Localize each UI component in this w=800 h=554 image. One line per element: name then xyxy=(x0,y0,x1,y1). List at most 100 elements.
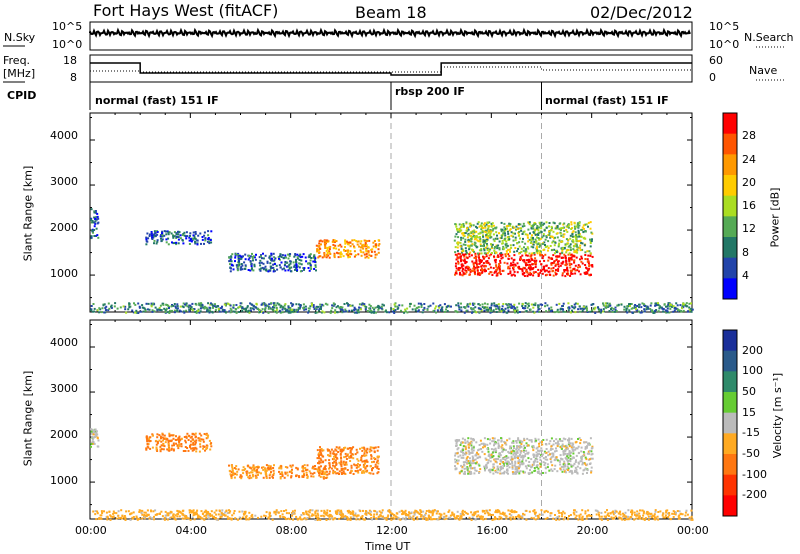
power-point xyxy=(614,309,617,311)
velocity-point xyxy=(467,441,470,444)
power-point xyxy=(486,247,489,250)
power-point xyxy=(362,243,365,246)
power-point xyxy=(230,267,232,270)
velocity-point xyxy=(586,472,588,474)
velocity-point xyxy=(570,457,573,460)
power-point xyxy=(275,307,278,309)
power-point xyxy=(526,236,529,239)
velocity-point xyxy=(94,436,96,438)
velocity-point xyxy=(281,513,284,516)
velocity-point xyxy=(248,511,251,514)
velocity-point xyxy=(305,471,308,474)
power-point xyxy=(529,232,531,235)
velocity-point xyxy=(350,454,352,457)
velocity-point xyxy=(312,475,315,478)
velocity-point xyxy=(517,437,520,440)
velocity-point xyxy=(580,446,583,449)
velocity-point xyxy=(339,450,342,452)
velocity-point xyxy=(374,463,377,466)
power-point xyxy=(343,303,346,305)
velocity-point xyxy=(504,461,507,464)
velocity-point xyxy=(92,436,95,439)
velocity-point xyxy=(178,435,181,438)
power-point xyxy=(566,242,569,245)
power-point xyxy=(490,243,492,246)
velocity-point xyxy=(288,470,291,473)
velocity-point xyxy=(489,471,492,474)
velocity-point xyxy=(478,472,480,474)
velocity-point xyxy=(146,439,149,442)
velocity-point xyxy=(566,447,569,450)
power-point xyxy=(472,302,474,305)
power-point xyxy=(540,221,543,224)
power-point xyxy=(370,255,373,257)
power-point xyxy=(467,240,470,243)
power-point xyxy=(655,304,658,307)
power-point xyxy=(177,236,180,238)
velocity-point xyxy=(562,450,565,453)
velocity-point xyxy=(489,456,492,459)
velocity-point xyxy=(492,472,495,475)
power-point xyxy=(526,275,529,278)
power-point xyxy=(525,259,528,262)
power-point xyxy=(586,311,589,313)
velocity-point xyxy=(541,443,544,446)
power-point xyxy=(538,245,541,248)
power-point xyxy=(185,309,188,312)
velocity-point xyxy=(665,511,668,514)
power-point xyxy=(125,311,128,314)
power-point xyxy=(328,250,331,253)
power-point xyxy=(313,308,316,310)
velocity-point xyxy=(456,462,459,465)
power-point xyxy=(652,312,655,314)
velocity-point xyxy=(168,449,171,452)
power-point xyxy=(555,227,558,230)
velocity-point xyxy=(618,512,621,515)
power-point xyxy=(244,265,247,268)
power-point xyxy=(375,311,377,314)
power-point xyxy=(289,262,292,265)
power-point xyxy=(567,238,570,241)
velocity-point xyxy=(245,515,248,518)
power-point xyxy=(641,302,644,305)
velocity-point xyxy=(334,459,337,462)
power-point xyxy=(579,244,582,247)
velocity-point xyxy=(464,445,467,448)
velocity-point xyxy=(290,470,293,473)
power-point xyxy=(229,270,232,273)
velocity-point xyxy=(371,446,374,449)
power-point xyxy=(545,235,548,238)
power-point xyxy=(473,231,476,234)
velocity-point xyxy=(536,466,539,469)
velocity-point xyxy=(146,445,149,448)
velocity-point xyxy=(239,517,242,520)
power-point xyxy=(586,260,589,263)
velocity-point xyxy=(217,513,220,516)
power-point xyxy=(365,250,368,253)
velocity-point xyxy=(553,468,556,471)
velocity-point xyxy=(319,446,321,449)
velocity-point xyxy=(281,472,284,475)
power-point xyxy=(536,310,539,313)
velocity-point xyxy=(262,466,265,469)
power-point xyxy=(591,309,594,312)
velocity-point xyxy=(530,440,533,443)
power-point xyxy=(365,306,368,309)
power-point xyxy=(302,267,305,270)
velocity-point xyxy=(467,443,470,446)
power-point xyxy=(432,302,435,305)
power-point xyxy=(170,305,173,308)
velocity-colorbar-segment xyxy=(723,392,737,414)
power-point xyxy=(258,311,261,313)
power-point xyxy=(565,249,568,252)
velocity-point xyxy=(546,466,549,469)
power-point xyxy=(336,305,339,308)
power-point xyxy=(459,241,462,244)
velocity-point xyxy=(364,467,367,470)
power-point xyxy=(479,240,482,243)
power-point xyxy=(151,236,154,239)
velocity-point xyxy=(538,453,541,456)
power-point xyxy=(216,305,219,308)
power-point xyxy=(577,246,580,249)
